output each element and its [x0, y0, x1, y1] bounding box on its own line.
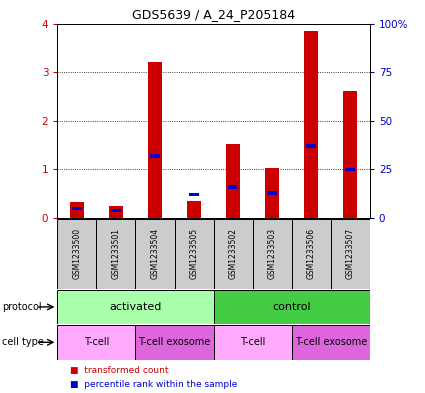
Bar — [189, 193, 199, 196]
Bar — [96, 219, 136, 289]
Bar — [265, 168, 279, 218]
Bar — [175, 219, 213, 289]
Bar — [213, 290, 370, 324]
Bar — [226, 144, 240, 218]
Text: GSM1233503: GSM1233503 — [268, 228, 277, 279]
Text: GSM1233500: GSM1233500 — [72, 228, 82, 279]
Bar — [111, 209, 121, 212]
Bar — [150, 154, 160, 158]
Bar — [304, 31, 318, 218]
Bar — [331, 219, 370, 289]
Bar — [57, 325, 136, 360]
Text: GSM1233501: GSM1233501 — [111, 228, 120, 279]
Bar — [109, 206, 123, 218]
Bar — [228, 185, 238, 189]
Bar — [292, 219, 331, 289]
Bar — [136, 219, 175, 289]
Text: control: control — [272, 302, 311, 312]
Bar — [57, 219, 96, 289]
Text: GSM1233506: GSM1233506 — [307, 228, 316, 279]
Text: T-cell exosome: T-cell exosome — [139, 337, 211, 347]
Bar — [187, 201, 201, 218]
Bar — [136, 325, 213, 360]
Text: GSM1233507: GSM1233507 — [346, 228, 355, 279]
Text: GSM1233505: GSM1233505 — [190, 228, 198, 279]
Bar — [213, 325, 292, 360]
Bar — [213, 219, 252, 289]
Text: GSM1233504: GSM1233504 — [150, 228, 159, 279]
Bar — [345, 168, 355, 171]
Title: GDS5639 / A_24_P205184: GDS5639 / A_24_P205184 — [132, 8, 295, 21]
Text: T-cell: T-cell — [240, 337, 265, 347]
Bar — [343, 91, 357, 218]
Bar — [252, 219, 292, 289]
Text: GSM1233502: GSM1233502 — [229, 228, 238, 279]
Text: ■  percentile rank within the sample: ■ percentile rank within the sample — [70, 380, 238, 389]
Text: protocol: protocol — [2, 302, 42, 312]
Bar — [267, 191, 277, 195]
Text: cell type: cell type — [2, 337, 44, 347]
Text: activated: activated — [109, 302, 162, 312]
Text: ■  transformed count: ■ transformed count — [70, 366, 169, 375]
Bar — [306, 145, 316, 148]
Text: T-cell exosome: T-cell exosome — [295, 337, 367, 347]
Bar — [57, 290, 213, 324]
Bar — [292, 325, 370, 360]
Text: T-cell: T-cell — [84, 337, 109, 347]
Bar — [72, 207, 82, 210]
Bar — [70, 202, 84, 218]
Bar — [148, 62, 162, 218]
